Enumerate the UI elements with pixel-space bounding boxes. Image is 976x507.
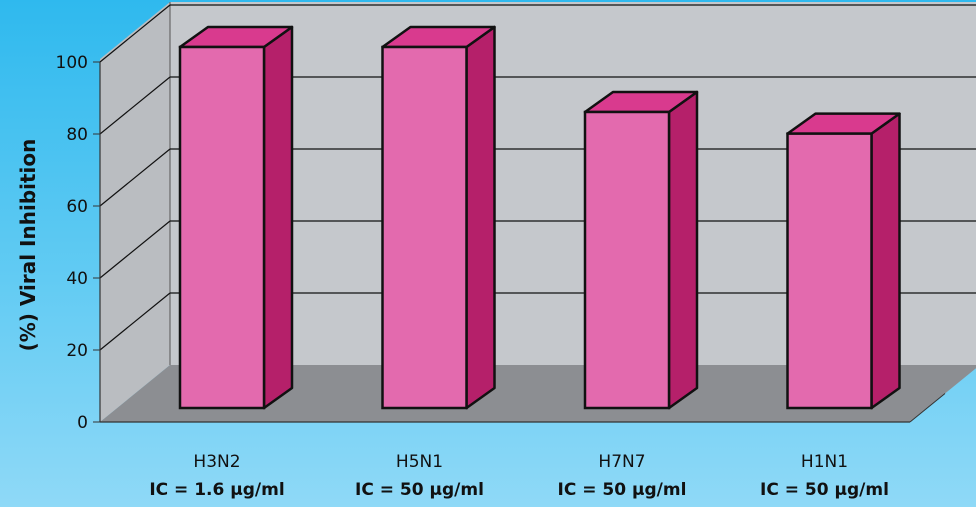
gridline-diagonal	[99, 4, 171, 63]
y-tick-label: 20	[66, 341, 88, 361]
floor-edge	[909, 393, 946, 423]
bar-side	[262, 25, 294, 410]
category-label: H5N1	[396, 452, 443, 472]
y-axis: 0 20 40 60 80 100	[56, 53, 946, 433]
floor	[100, 365, 976, 422]
x-axis-labels: H3N2 IC = 1.6 μg/ml H5N1 IC = 50 μg/ml H7N7 I…	[149, 452, 889, 500]
category-label: H7N7	[598, 452, 645, 472]
bar	[583, 90, 699, 410]
ic-label: IC = 50 μg/ml	[760, 480, 889, 500]
y-axis-label: (%) Viral Inhibition	[16, 139, 40, 352]
bar-front	[583, 110, 671, 410]
gridline-diagonal	[99, 148, 171, 207]
y-tick-label: 60	[66, 197, 88, 217]
gridline-diagonal	[99, 292, 171, 351]
bar-side	[667, 90, 699, 410]
gridline-diagonal	[99, 220, 171, 279]
bar-front	[381, 45, 468, 410]
y-tick-label: 40	[66, 269, 88, 289]
ic-label: IC = 50 μg/ml	[355, 480, 484, 500]
bar-front	[786, 132, 873, 410]
bars	[178, 25, 901, 410]
side-wall	[100, 2, 170, 422]
bar	[381, 25, 496, 410]
bar-side	[870, 112, 901, 410]
bar	[786, 112, 901, 410]
bar-front	[178, 45, 266, 410]
bar-side	[465, 25, 496, 410]
ic-label: IC = 50 μg/ml	[558, 480, 687, 500]
bar	[178, 25, 294, 410]
gridline-diagonal	[99, 76, 171, 135]
y-tick-label: 0	[77, 413, 88, 433]
y-tick-label: 80	[66, 125, 88, 145]
category-label: H3N2	[193, 452, 240, 472]
y-tick-label: 100	[56, 53, 88, 73]
category-label: H1N1	[801, 452, 848, 472]
ic-label: IC = 1.6 μg/ml	[149, 480, 284, 500]
